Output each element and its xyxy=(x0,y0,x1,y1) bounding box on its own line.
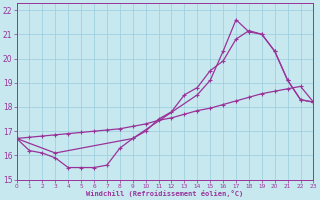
X-axis label: Windchill (Refroidissement éolien,°C): Windchill (Refroidissement éolien,°C) xyxy=(86,190,244,197)
